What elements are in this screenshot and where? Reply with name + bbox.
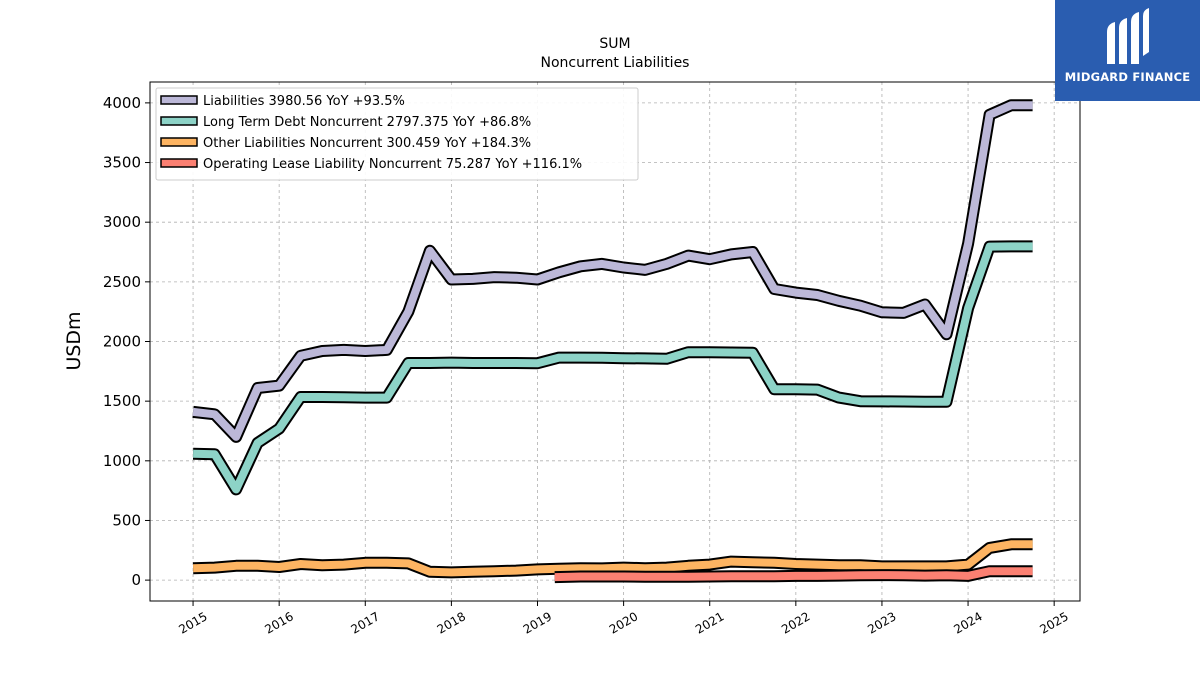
legend-box [155,87,639,181]
series-line-liabilities [192,101,1033,441]
legend: Liabilities 3980.56 YoY +93.5% Long Term … [155,87,639,181]
legend-entry: Liabilities 3980.56 YoY +93.5% [203,94,405,109]
y-tick-label: 4000 [103,94,141,112]
legend-entry: Operating Lease Liability Noncurrent 75.… [203,157,582,172]
legend-entry: Other Liabilities Noncurrent 300.459 YoY… [203,136,531,151]
x-tick-label: 2023 [865,609,898,636]
x-tick-label: 2024 [951,609,984,636]
y-tick-label: 2000 [103,333,141,351]
y-axis: 0 500 1000 1500 2000 2500 3000 3500 4000 [103,94,150,589]
midgard-logo-icon [1107,8,1149,64]
x-tick-label: 2018 [435,609,468,636]
y-tick-label: 1000 [103,452,141,470]
series-line-long-term-debt-noncurrent [193,242,1033,494]
x-axis: 2015 2016 2017 2018 2019 2020 2021 2022 2023 2024… [176,601,1071,637]
y-tick-label: 3500 [103,154,141,172]
x-tick-label: 2022 [779,609,812,636]
brand-logo: MIDGARD FINANCE [1055,0,1200,101]
series-line-operating-lease-liability-noncurrent [554,567,1033,582]
y-tick-label: 2500 [103,273,141,291]
y-tick-label: 0 [131,571,141,589]
y-axis-label: USDm [63,311,85,370]
legend-swatch [160,116,198,126]
legend-entry: Long Term Debt Noncurrent 2797.375 YoY +… [203,115,531,130]
x-tick-label: 2025 [1037,609,1070,636]
x-tick-label: 2015 [176,609,209,636]
x-tick-label: 2020 [607,609,640,636]
legend-swatch [160,137,198,147]
series-outline-long-term-debt-noncurrent [192,240,1033,496]
x-tick-label: 2019 [521,609,554,636]
chart-subtitle: Noncurrent Liabilities [541,55,690,71]
series-line-other-liabilities-noncurrent [192,540,1033,577]
brand-name: MIDGARD FINANCE [1064,70,1191,84]
legend-swatch [160,158,198,168]
y-tick-label: 1500 [103,392,141,410]
y-tick-label: 3000 [103,213,141,231]
series-lines [192,99,1033,584]
chart-title: SUM [599,36,630,52]
x-tick-label: 2021 [693,609,726,636]
x-tick-label: 2017 [349,609,382,636]
y-tick-label: 500 [112,511,141,529]
x-tick-label: 2016 [262,609,295,636]
legend-swatch [160,95,198,105]
